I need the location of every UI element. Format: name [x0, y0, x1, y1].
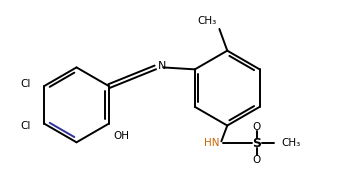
Text: CH₃: CH₃: [197, 16, 216, 26]
Text: S: S: [252, 137, 261, 150]
Text: CH₃: CH₃: [282, 138, 301, 148]
Text: N: N: [158, 61, 167, 71]
Text: Cl: Cl: [20, 120, 30, 131]
Text: OH: OH: [113, 131, 129, 142]
Text: Cl: Cl: [20, 79, 30, 89]
Text: O: O: [253, 122, 261, 131]
Text: O: O: [253, 155, 261, 165]
Text: HN: HN: [204, 138, 219, 148]
